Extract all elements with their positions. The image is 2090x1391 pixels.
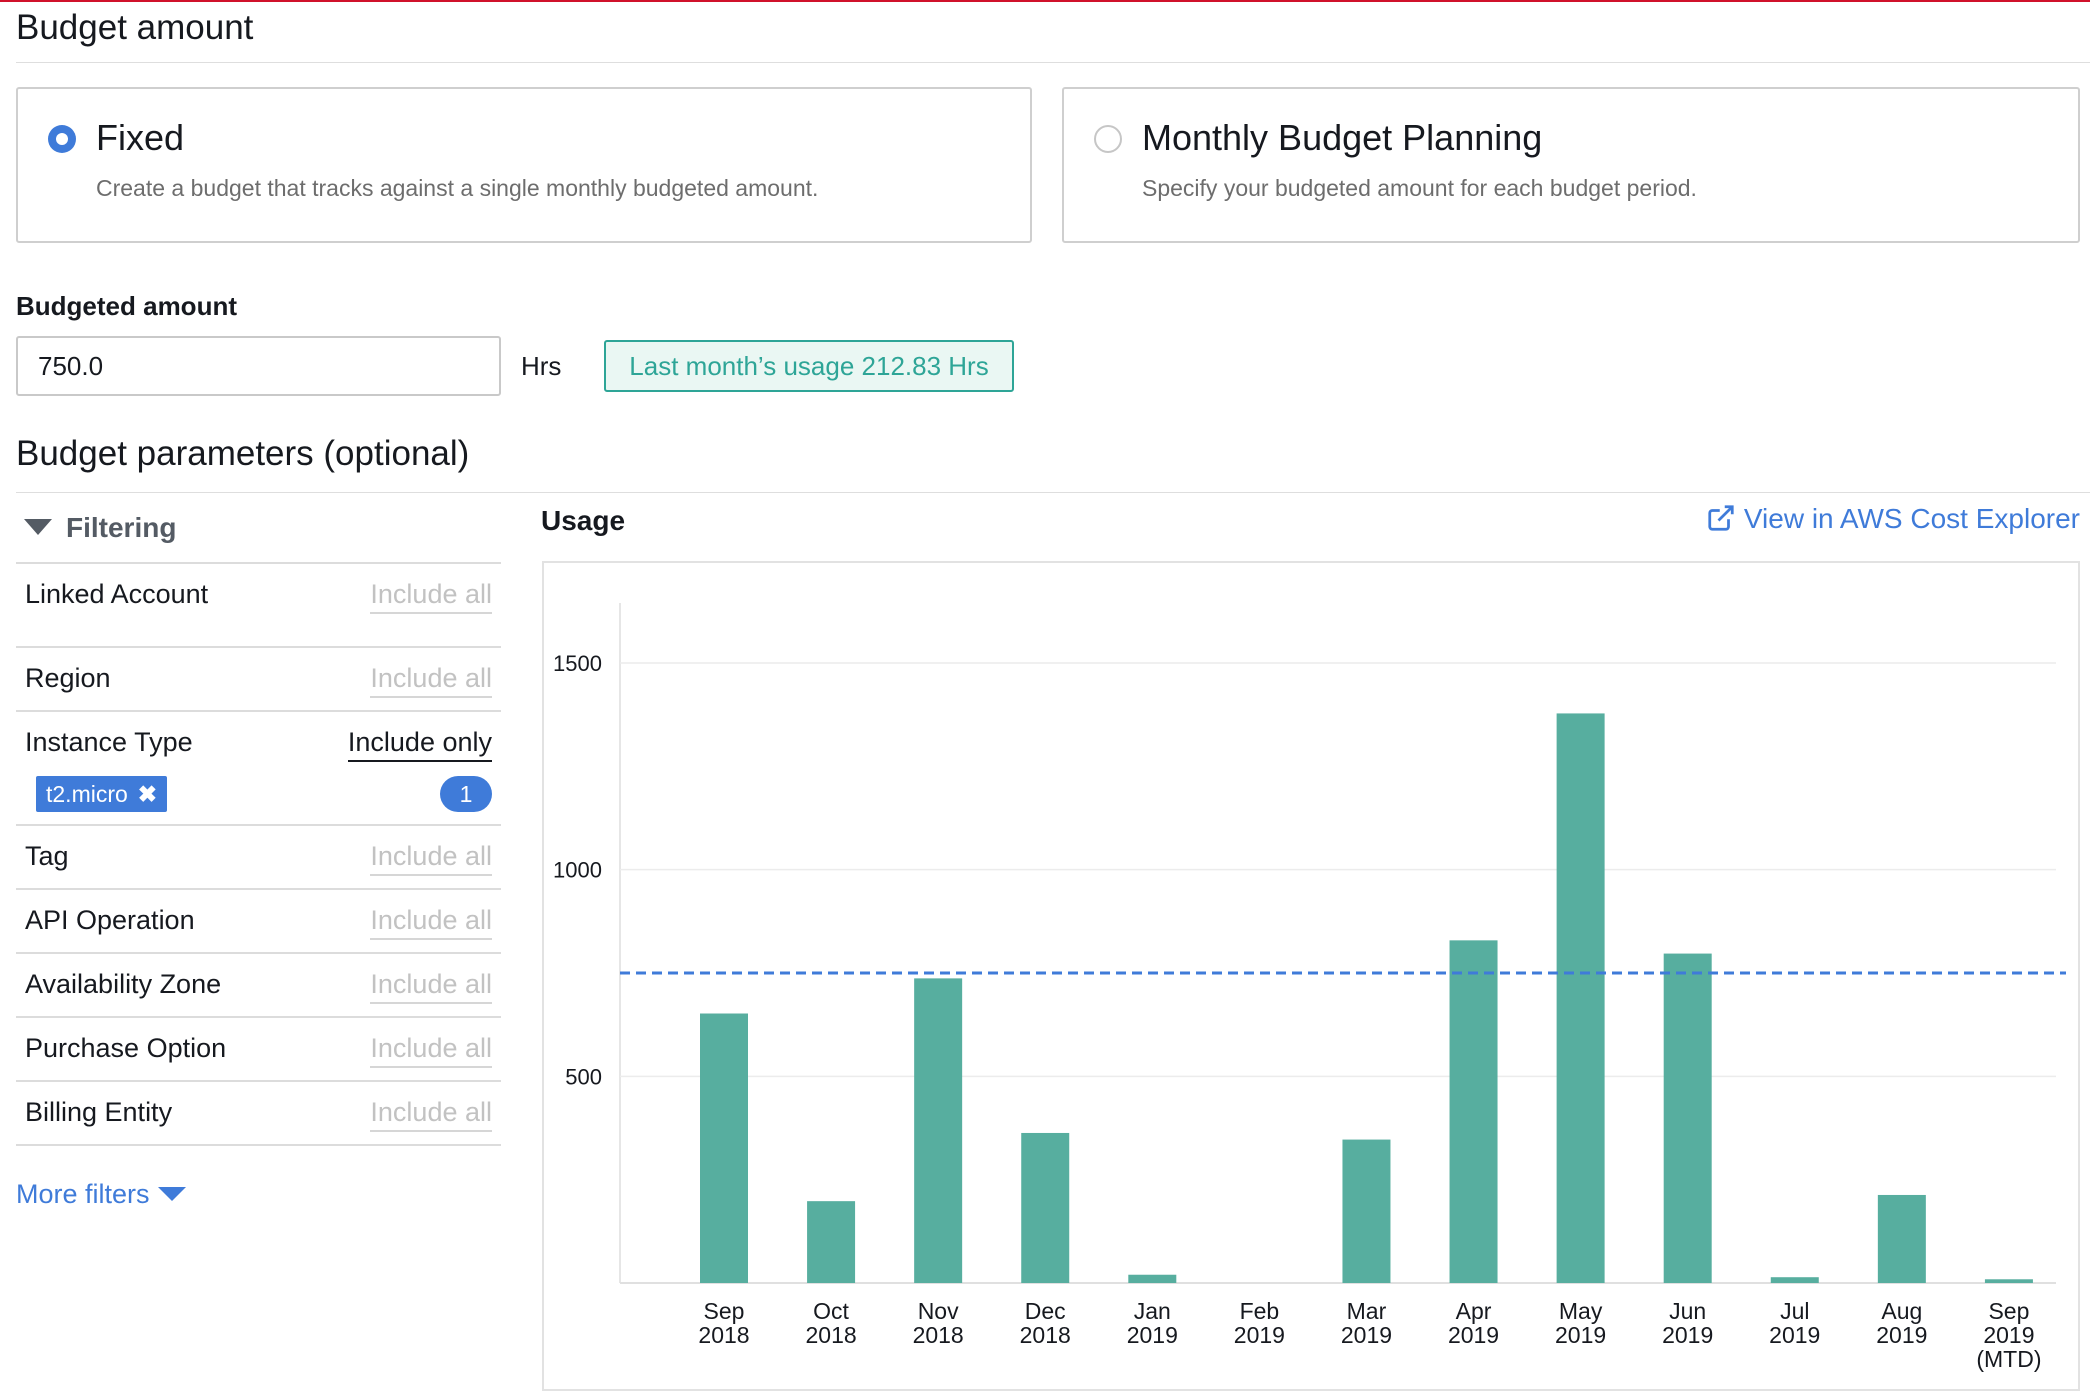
caret-down-icon — [24, 518, 52, 535]
more-filters-label: More filters — [16, 1179, 150, 1209]
caret-down-icon — [157, 1186, 186, 1201]
fixed-radio-button[interactable] — [48, 125, 76, 153]
usage-panel-title: Usage — [541, 505, 626, 536]
x-tick-label: Oct — [813, 1298, 849, 1324]
filter-value-link[interactable]: Include all — [370, 905, 492, 940]
x-tick-label: 2019 — [1555, 1322, 1606, 1348]
filter-value-link[interactable]: Include all — [370, 969, 492, 1004]
x-tick-label: 2019 — [1662, 1322, 1713, 1348]
x-tick-label: 2019 — [1448, 1322, 1499, 1348]
filter-name: Purchase Option — [25, 1033, 227, 1063]
heading-divider — [16, 62, 2090, 63]
usage-bar — [807, 1201, 856, 1283]
fixed-option-card[interactable]: Fixed Create a budget that tracks agains… — [16, 87, 1032, 243]
filter-value-link[interactable]: Include all — [370, 841, 492, 876]
filter-value-link[interactable]: Include all — [370, 663, 492, 698]
usage-bar — [1770, 1277, 1819, 1283]
filtering-toggle[interactable]: Filtering — [24, 512, 176, 544]
chip-label: t2.micro — [46, 781, 128, 807]
hours-unit-label: Hrs — [521, 351, 562, 381]
x-tick-label: Jan — [1134, 1298, 1171, 1324]
x-tick-label: Sep — [1988, 1298, 2029, 1324]
monthly-planning-option-title: Monthly Budget Planning — [1142, 117, 1543, 158]
x-tick-label: 2019 — [1341, 1322, 1392, 1348]
filter-name: API Operation — [25, 905, 195, 935]
monthly-planning-radio-button[interactable] — [1094, 125, 1122, 153]
x-tick-label: 2018 — [1020, 1322, 1071, 1348]
usage-bar — [700, 1013, 748, 1283]
filter-name: Billing Entity — [25, 1097, 173, 1127]
x-tick-label: 2018 — [698, 1322, 749, 1348]
x-tick-label: 2019 — [1876, 1322, 1927, 1348]
filter-value-link[interactable]: Include all — [370, 1033, 492, 1068]
x-tick-label: Feb — [1240, 1298, 1280, 1324]
usage-bar — [914, 978, 963, 1283]
filtering-label: Filtering — [66, 512, 177, 543]
parameters-divider — [16, 492, 2090, 493]
x-tick-label: Jun — [1669, 1298, 1706, 1324]
filter-value-link[interactable]: Include all — [370, 1097, 492, 1132]
filter-name: Instance Type — [25, 727, 193, 757]
x-tick-label: Nov — [918, 1298, 959, 1324]
x-tick-label: Aug — [1881, 1298, 1922, 1324]
filter-name: Linked Account — [25, 579, 209, 609]
x-tick-label: (MTD) — [1976, 1346, 2041, 1372]
filter-row-purchase-option: Purchase Option Include all — [16, 1016, 501, 1080]
filter-value-link[interactable]: Include all — [370, 579, 492, 614]
last-month-usage-badge: Last month’s usage 212.83 Hrs — [604, 340, 1014, 392]
y-tick-label: 1500 — [553, 651, 602, 676]
x-tick-label: Apr — [1456, 1298, 1492, 1324]
x-tick-label: Sep — [704, 1298, 745, 1324]
x-tick-label: 2019 — [1769, 1322, 1820, 1348]
monthly-planning-option-description: Specify your budgeted amount for each bu… — [1142, 175, 1697, 201]
filter-row-api-operation: API Operation Include all — [16, 888, 501, 952]
top-accent-border — [0, 0, 2090, 2]
usage-bar — [1128, 1274, 1177, 1283]
x-tick-label: Mar — [1347, 1298, 1387, 1324]
explorer-link-label: View in AWS Cost Explorer — [1743, 503, 2080, 534]
fixed-option-description: Create a budget that tracks against a si… — [96, 175, 819, 201]
filter-name: Tag — [25, 841, 69, 871]
filter-name: Region — [25, 663, 111, 693]
external-link-icon — [1708, 504, 1734, 531]
x-tick-label: 2019 — [1127, 1322, 1178, 1348]
remove-chip-icon[interactable]: ✖ — [137, 781, 158, 807]
filter-row-billing-entity: Billing Entity Include all — [16, 1080, 501, 1146]
view-in-cost-explorer-link[interactable]: View in AWS Cost Explorer — [1706, 503, 2080, 536]
x-tick-label: May — [1559, 1298, 1603, 1324]
budgeted-amount-label: Budgeted amount — [16, 291, 237, 321]
budget-parameters-heading: Budget parameters (optional) — [16, 434, 470, 473]
usage-bar — [1556, 713, 1605, 1283]
budgeted-amount-input[interactable] — [16, 336, 501, 396]
usage-bar — [1663, 953, 1712, 1283]
usage-bar — [1342, 1139, 1391, 1283]
more-filters-link[interactable]: More filters — [16, 1179, 186, 1210]
filter-row-availability-zone: Availability Zone Include all — [16, 952, 501, 1016]
filter-row-tag: Tag Include all — [16, 824, 501, 888]
x-tick-label: 2018 — [913, 1322, 964, 1348]
filter-value-link[interactable]: Include only — [347, 727, 492, 762]
usage-bar — [1984, 1279, 2033, 1283]
usage-bar — [1021, 1132, 1070, 1283]
filter-row-instance-type: Instance Type Include only t2.micro ✖ 1 — [16, 710, 501, 826]
y-tick-label: 1000 — [553, 858, 602, 883]
usage-bar — [1449, 940, 1498, 1283]
usage-bar-chart: 50010001500Sep2018Oct2018Nov2018Dec2018J… — [553, 603, 2066, 1372]
monthly-planning-option-card[interactable]: Monthly Budget Planning Specify your bud… — [1062, 87, 2080, 243]
filter-row-region: Region Include all — [16, 646, 501, 710]
fixed-option-title: Fixed — [96, 117, 185, 158]
filter-name: Availability Zone — [25, 969, 222, 999]
filter-row-linked-account: Linked Account Include all — [16, 562, 501, 626]
y-tick-label: 500 — [565, 1064, 602, 1089]
x-tick-label: 2019 — [1234, 1322, 1285, 1348]
x-tick-label: 2019 — [1983, 1322, 2034, 1348]
x-tick-label: 2018 — [805, 1322, 856, 1348]
filter-chip-t2-micro: t2.micro ✖ — [36, 776, 168, 812]
selected-count-badge: 1 — [440, 776, 492, 812]
usage-chart-container: 500 1000 1500 Sep 2018 Oct 2018 Nov 2018 Dec 2018 J… — [542, 561, 2080, 1391]
budget-amount-heading: Budget amount — [16, 8, 254, 47]
usage-bar — [1877, 1194, 1926, 1283]
x-tick-label: Jul — [1780, 1298, 1809, 1324]
x-tick-label: Dec — [1025, 1298, 1066, 1324]
